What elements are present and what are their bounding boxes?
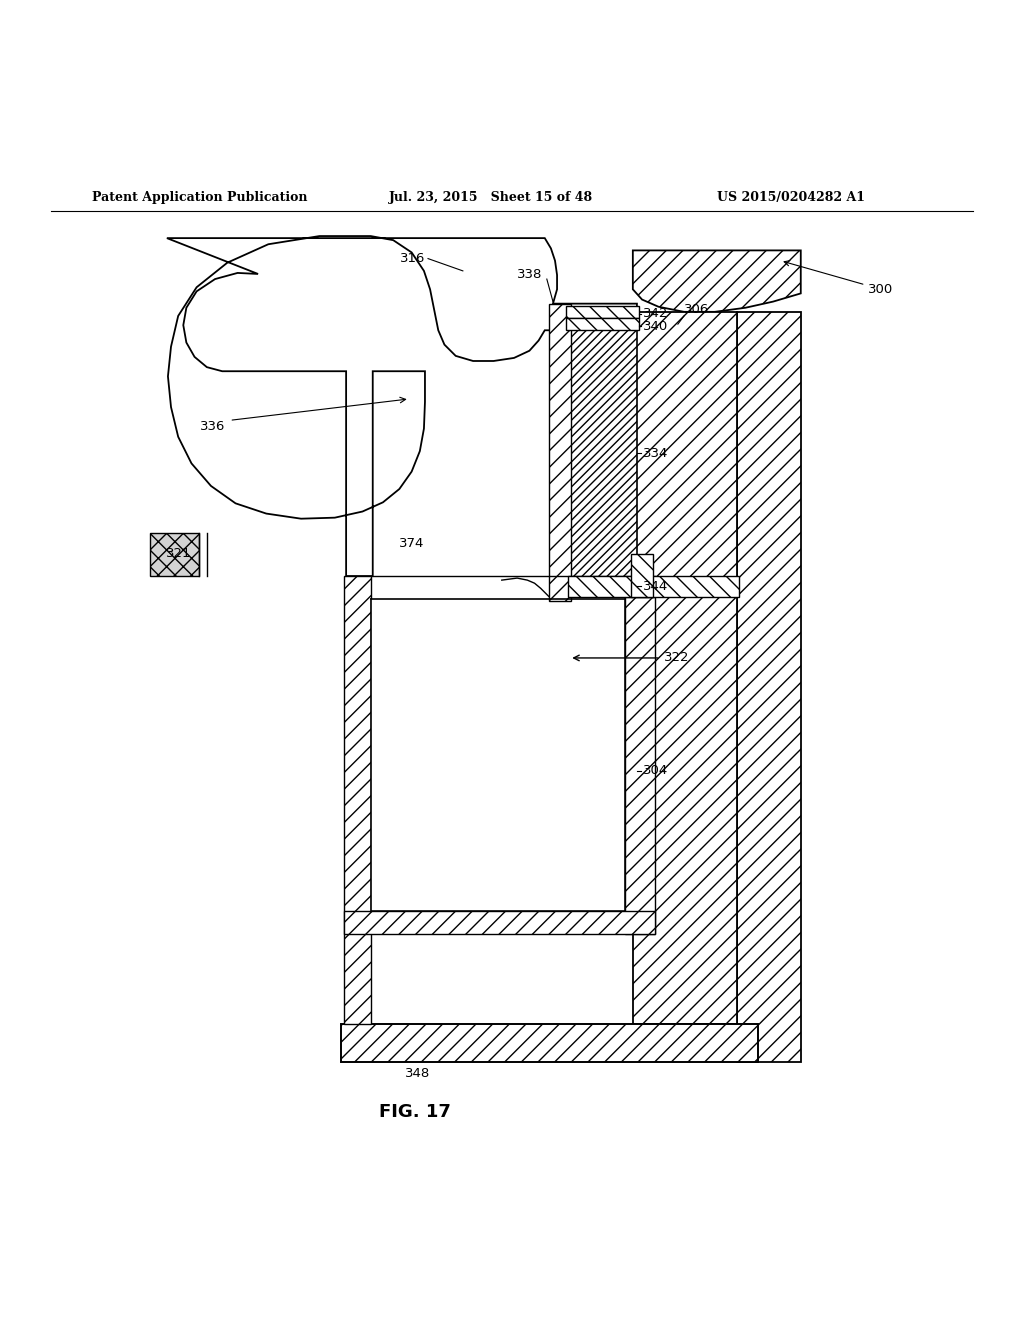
Text: 316: 316 — [399, 252, 425, 265]
Text: 344: 344 — [643, 579, 669, 593]
Text: FIG. 17: FIG. 17 — [379, 1104, 451, 1122]
Text: Jul. 23, 2015   Sheet 15 of 48: Jul. 23, 2015 Sheet 15 of 48 — [389, 191, 593, 205]
Text: 336: 336 — [200, 420, 225, 433]
Polygon shape — [737, 312, 801, 1063]
Polygon shape — [568, 576, 739, 597]
Text: 338: 338 — [517, 268, 543, 281]
Text: 322: 322 — [664, 652, 689, 664]
Text: 348: 348 — [406, 1067, 430, 1080]
Polygon shape — [167, 236, 637, 576]
Polygon shape — [344, 576, 371, 1023]
Polygon shape — [633, 312, 737, 1023]
Polygon shape — [631, 553, 653, 597]
Text: 342: 342 — [643, 308, 669, 321]
Polygon shape — [341, 1023, 758, 1063]
Text: 334: 334 — [643, 446, 669, 459]
Text: 321: 321 — [166, 546, 191, 560]
Polygon shape — [633, 251, 801, 312]
Text: 374: 374 — [399, 537, 425, 549]
Text: 304: 304 — [643, 764, 669, 777]
Text: 300: 300 — [784, 260, 894, 296]
Text: 306: 306 — [684, 302, 710, 315]
Polygon shape — [344, 911, 655, 935]
Polygon shape — [566, 318, 639, 330]
Text: 340: 340 — [643, 319, 669, 333]
Text: US 2015/0204282 A1: US 2015/0204282 A1 — [717, 191, 865, 205]
Polygon shape — [566, 306, 639, 318]
Polygon shape — [549, 304, 571, 601]
Text: Patent Application Publication: Patent Application Publication — [92, 191, 307, 205]
Polygon shape — [150, 533, 199, 576]
Bar — [371, 598, 625, 911]
Polygon shape — [625, 597, 655, 935]
Polygon shape — [569, 310, 637, 597]
